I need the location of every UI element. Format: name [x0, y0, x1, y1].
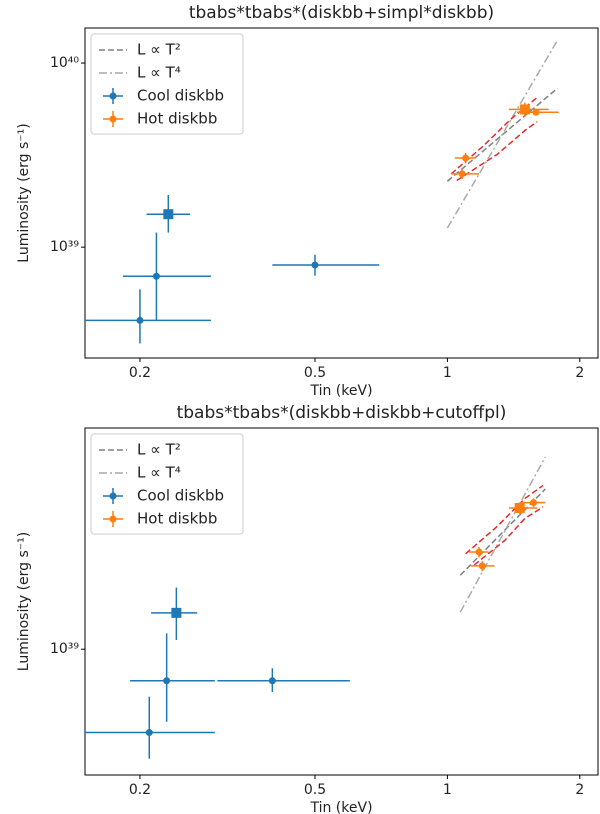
- y-axis-label: Luminosity (erg s⁻¹): [16, 532, 32, 671]
- marker: [530, 499, 538, 507]
- chart-title: tbabs*tbabs*(diskbb+diskbb+cutoffpl): [177, 403, 507, 423]
- marker: [136, 316, 144, 324]
- legend-swatch: [109, 492, 117, 500]
- legend-swatch: [109, 115, 117, 123]
- x-axis-label: Tin (keV): [309, 383, 372, 399]
- fit-line: [473, 506, 544, 566]
- marker: [475, 548, 483, 556]
- y-tick-label: 10³⁹: [50, 641, 79, 657]
- y-axis-label: Luminosity (erg s⁻¹): [16, 123, 32, 262]
- legend-label: Cool diskbb: [137, 87, 224, 105]
- plot-frame: [84, 27, 599, 359]
- x-tick-label: 0.5: [304, 365, 326, 381]
- y-tick-label: 10⁴⁰: [50, 55, 79, 71]
- fit-line: [465, 484, 544, 555]
- marker: [458, 170, 466, 178]
- x-tick-label: 0.2: [129, 782, 151, 798]
- legend-box: [90, 33, 244, 135]
- marker: [478, 562, 486, 570]
- marker: [519, 104, 530, 115]
- marker: [163, 209, 174, 220]
- x-axis-label: Tin (keV): [309, 800, 372, 814]
- fit-line: [459, 456, 547, 613]
- fit-line: [446, 39, 559, 229]
- legend-label: L ∝ T⁴: [137, 64, 181, 82]
- y-tick-label: 10³⁹: [50, 239, 79, 255]
- marker: [514, 502, 525, 513]
- legend-swatch: [109, 515, 117, 523]
- legend-label: L ∝ T²: [137, 441, 181, 459]
- x-tick-label: 2: [575, 782, 584, 798]
- x-tick-label: 2: [575, 365, 584, 381]
- marker: [532, 108, 540, 116]
- marker: [152, 272, 160, 280]
- x-tick-label: 1: [443, 782, 452, 798]
- legend-swatch: [109, 92, 117, 100]
- marker: [163, 677, 171, 685]
- legend-label: Hot diskbb: [137, 110, 217, 128]
- marker: [171, 607, 182, 618]
- legend-box: [90, 433, 244, 535]
- fit-line: [456, 121, 538, 182]
- x-tick-label: 0.5: [304, 782, 326, 798]
- marker: [311, 261, 319, 269]
- marker: [145, 729, 153, 737]
- plot-frame: [84, 427, 599, 776]
- marker: [268, 677, 276, 685]
- x-tick-label: 1: [443, 365, 452, 381]
- marker: [462, 154, 470, 162]
- legend-label: L ∝ T²: [137, 41, 181, 59]
- legend-label: L ∝ T⁴: [137, 464, 181, 482]
- chart-title: tbabs*tbabs*(diskbb+simpl*diskbb): [189, 3, 494, 23]
- x-tick-label: 0.2: [129, 365, 151, 381]
- legend-label: Hot diskbb: [137, 510, 217, 528]
- legend-label: Cool diskbb: [137, 487, 224, 505]
